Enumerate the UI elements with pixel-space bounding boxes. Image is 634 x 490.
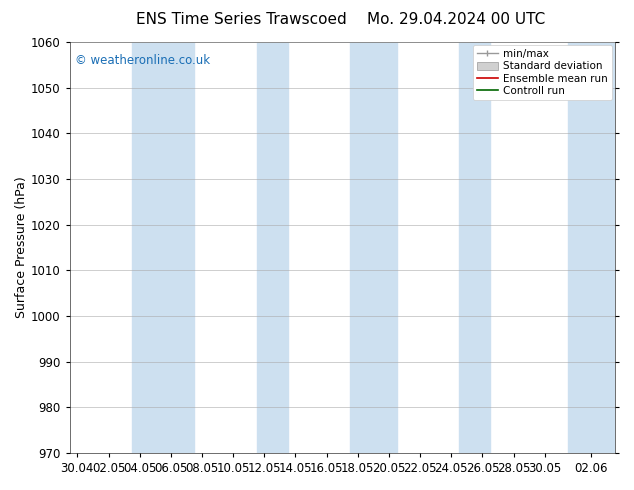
Y-axis label: Surface Pressure (hPa): Surface Pressure (hPa) bbox=[15, 176, 28, 318]
Bar bbox=[350, 42, 397, 453]
Bar bbox=[132, 42, 194, 453]
Bar bbox=[257, 42, 288, 453]
Text: ENS Time Series Trawscoed: ENS Time Series Trawscoed bbox=[136, 12, 346, 27]
Bar bbox=[568, 42, 615, 453]
Legend: min/max, Standard deviation, Ensemble mean run, Controll run: min/max, Standard deviation, Ensemble me… bbox=[472, 45, 612, 100]
Bar bbox=[459, 42, 490, 453]
Text: © weatheronline.co.uk: © weatheronline.co.uk bbox=[75, 54, 210, 68]
Text: Mo. 29.04.2024 00 UTC: Mo. 29.04.2024 00 UTC bbox=[367, 12, 546, 27]
